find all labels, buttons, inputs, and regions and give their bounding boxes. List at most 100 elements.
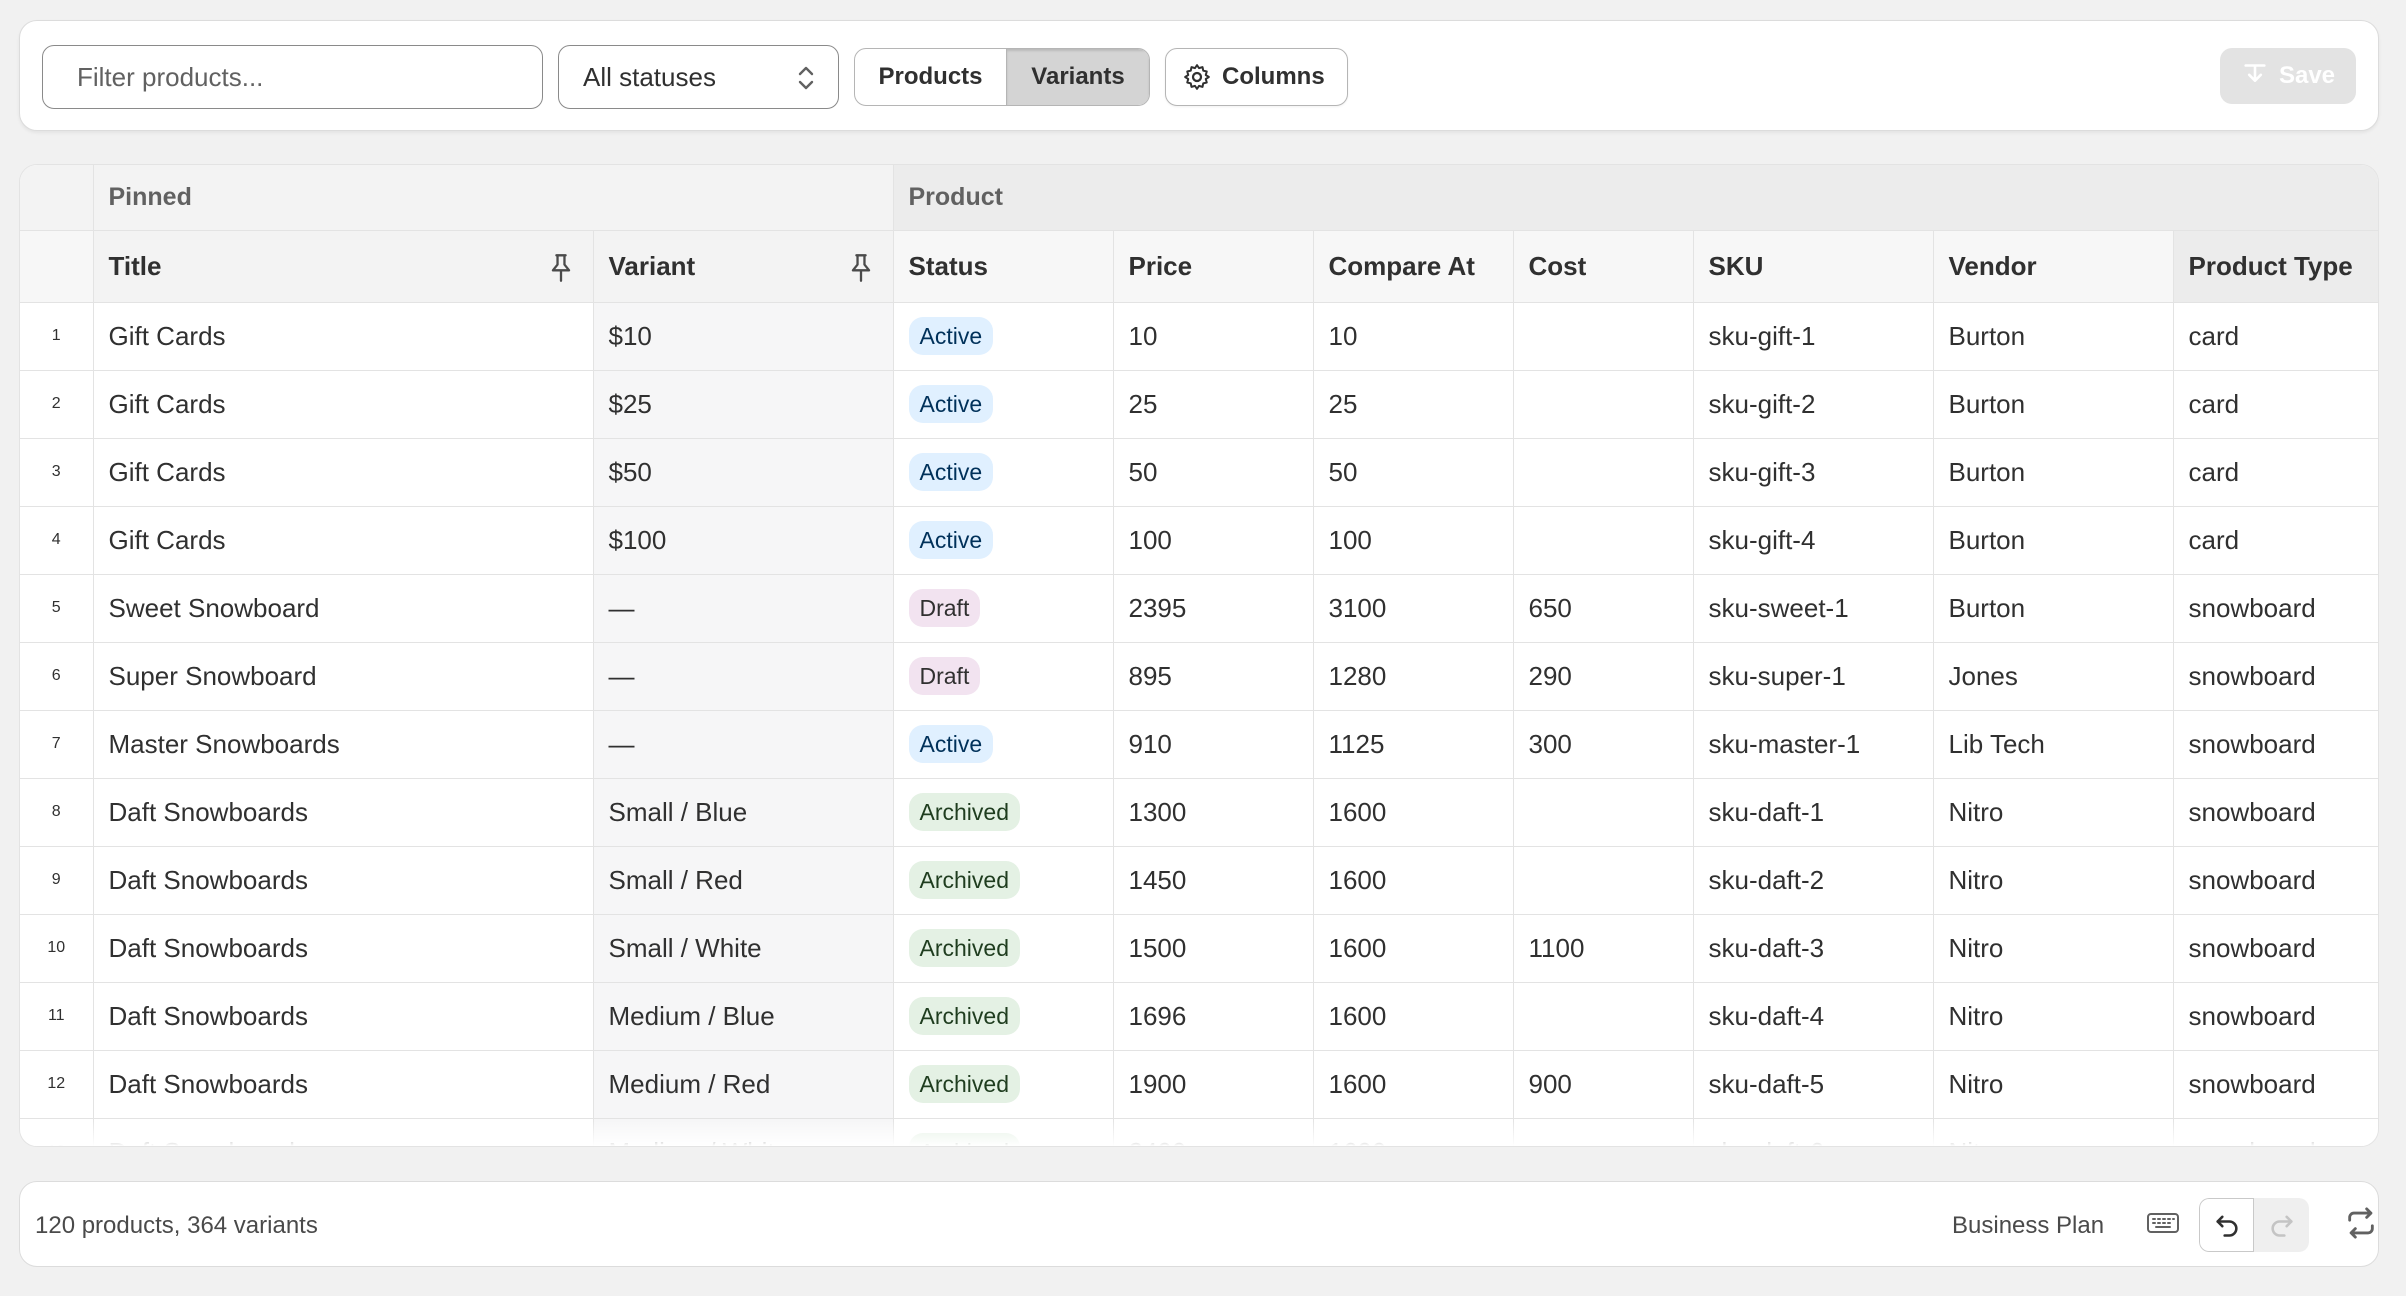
cell-compare-at[interactable]: 10	[1313, 302, 1514, 371]
columns-button[interactable]: Columns	[1165, 48, 1348, 106]
cell-product-type[interactable]: card	[2173, 302, 2378, 371]
cell-vendor[interactable]: Nitro	[1933, 982, 2174, 1051]
tab-products[interactable]: Products	[855, 49, 1007, 105]
cell-compare-at[interactable]: 1600	[1313, 778, 1514, 847]
cell-status[interactable]: Active	[893, 370, 1114, 439]
cell-price[interactable]: 910	[1113, 710, 1314, 779]
cell-compare-at[interactable]: 1600	[1313, 914, 1514, 983]
cell-title[interactable]: Gift Cards	[93, 302, 594, 371]
cell-price[interactable]: 1500	[1113, 914, 1314, 983]
header-compare-at[interactable]: Compare At	[1313, 230, 1514, 303]
cell-status[interactable]: Archived	[893, 914, 1114, 983]
cell-title[interactable]: Gift Cards	[93, 438, 594, 507]
table-row[interactable]: 8 Daft Snowboards Small / Blue Archived 1300…	[20, 778, 2378, 847]
cell-product-type[interactable]: snowboard	[2173, 574, 2378, 643]
cell-price[interactable]: 50	[1113, 438, 1314, 507]
cell-status[interactable]: Archived	[893, 778, 1114, 847]
filter-products-input[interactable]	[42, 45, 543, 109]
cell-compare-at[interactable]: 100	[1313, 506, 1514, 575]
cell-sku[interactable]: sku-daft-5	[1693, 1050, 1934, 1119]
cell-cost[interactable]: 300	[1513, 710, 1694, 779]
cell-title[interactable]: Daft Snowboards	[93, 982, 594, 1051]
header-cost[interactable]: Cost	[1513, 230, 1694, 303]
cell-title[interactable]: Daft Snowboards	[93, 1050, 594, 1119]
cell-title[interactable]: Master Snowboards	[93, 710, 594, 779]
cell-product-type[interactable]: snowboard	[2173, 846, 2378, 915]
cell-compare-at[interactable]: 1600	[1313, 1050, 1514, 1119]
cell-cost[interactable]	[1513, 846, 1694, 915]
cell-cost[interactable]	[1513, 302, 1694, 371]
cell-status[interactable]: Archived	[893, 846, 1114, 915]
cell-price[interactable]: 1696	[1113, 982, 1314, 1051]
table-row[interactable]: 10 Daft Snowboards Small / White Archived 15…	[20, 914, 2378, 983]
cell-sku[interactable]: sku-sweet-1	[1693, 574, 1934, 643]
sync-icon[interactable]	[2344, 1206, 2378, 1240]
cell-variant[interactable]: —	[593, 642, 894, 711]
cell-vendor[interactable]: Nitro	[1933, 846, 2174, 915]
cell-vendor[interactable]: Burton	[1933, 438, 2174, 507]
cell-title[interactable]: Daft Snowboards	[93, 778, 594, 847]
cell-cost[interactable]	[1513, 370, 1694, 439]
cell-vendor[interactable]: Burton	[1933, 302, 2174, 371]
cell-status[interactable]: Draft	[893, 642, 1114, 711]
cell-product-type[interactable]: card	[2173, 370, 2378, 439]
table-row[interactable]: 4 Gift Cards $100 Active 100 100 sku-gift-4 Bur…	[20, 506, 2378, 575]
cell-variant[interactable]: Medium / Blue	[593, 982, 894, 1051]
cell-status[interactable]: Archived	[893, 1050, 1114, 1119]
table-row[interactable]: 12 Daft Snowboards Medium / Red Archived 190…	[20, 1050, 2378, 1119]
cell-vendor[interactable]: Jones	[1933, 642, 2174, 711]
cell-product-type[interactable]: snowboard	[2173, 710, 2378, 779]
cell-sku[interactable]: sku-gift-1	[1693, 302, 1934, 371]
header-title[interactable]: Title	[93, 230, 594, 303]
cell-product-type[interactable]: snowboard	[2173, 914, 2378, 983]
cell-status[interactable]: Active	[893, 438, 1114, 507]
table-row[interactable]: 2 Gift Cards $25 Active 25 25 sku-gift-2 Burton…	[20, 370, 2378, 439]
cell-variant[interactable]: $10	[593, 302, 894, 371]
cell-cost[interactable]: 290	[1513, 642, 1694, 711]
cell-vendor[interactable]: Nitro	[1933, 1050, 2174, 1119]
cell-price[interactable]: 100	[1113, 506, 1314, 575]
cell-price[interactable]: 1900	[1113, 1050, 1314, 1119]
cell-cost[interactable]	[1513, 438, 1694, 507]
cell-price[interactable]: 10	[1113, 302, 1314, 371]
cell-variant[interactable]: —	[593, 710, 894, 779]
cell-title[interactable]: Gift Cards	[93, 506, 594, 575]
cell-sku[interactable]: sku-daft-4	[1693, 982, 1934, 1051]
cell-variant[interactable]: Small / Blue	[593, 778, 894, 847]
cell-title[interactable]: Super Snowboard	[93, 642, 594, 711]
cell-price[interactable]: 25	[1113, 370, 1314, 439]
cell-status[interactable]: Active	[893, 506, 1114, 575]
table-row[interactable]: 3 Gift Cards $50 Active 50 50 sku-gift-3 Burton…	[20, 438, 2378, 507]
tab-variants[interactable]: Variants	[1007, 49, 1149, 105]
cell-vendor[interactable]: Lib Tech	[1933, 710, 2174, 779]
keyboard-icon[interactable]	[2146, 1208, 2180, 1238]
cell-compare-at[interactable]: 25	[1313, 370, 1514, 439]
cell-compare-at[interactable]: 1600	[1313, 846, 1514, 915]
cell-variant[interactable]: Small / White	[593, 914, 894, 983]
table-row[interactable]: 5 Sweet Snowboard — Draft 2395 3100 650 sku-swe…	[20, 574, 2378, 643]
cell-variant[interactable]: $25	[593, 370, 894, 439]
save-button[interactable]: Save	[2220, 48, 2356, 104]
undo-button[interactable]	[2199, 1198, 2254, 1252]
cell-cost[interactable]	[1513, 778, 1694, 847]
cell-vendor[interactable]: Burton	[1933, 574, 2174, 643]
cell-price[interactable]: 1300	[1113, 778, 1314, 847]
pin-icon[interactable]	[547, 253, 575, 283]
redo-button[interactable]	[2254, 1198, 2309, 1252]
cell-status[interactable]: Active	[893, 710, 1114, 779]
cell-sku[interactable]: sku-master-1	[1693, 710, 1934, 779]
cell-sku[interactable]: sku-super-1	[1693, 642, 1934, 711]
pin-icon[interactable]	[847, 253, 875, 283]
cell-product-type[interactable]: card	[2173, 438, 2378, 507]
table-row[interactable]: 1 Gift Cards $10 Active 10 10 sku-gift-1 Burton…	[20, 302, 2378, 371]
header-vendor[interactable]: Vendor	[1933, 230, 2174, 303]
cell-compare-at[interactable]: 1125	[1313, 710, 1514, 779]
cell-product-type[interactable]: snowboard	[2173, 778, 2378, 847]
status-select[interactable]: All statuses	[558, 45, 839, 109]
cell-title[interactable]: Daft Snowboards	[93, 914, 594, 983]
header-sku[interactable]: SKU	[1693, 230, 1934, 303]
header-status[interactable]: Status	[893, 230, 1114, 303]
cell-title[interactable]: Daft Snowboards	[93, 846, 594, 915]
cell-product-type[interactable]: snowboard	[2173, 642, 2378, 711]
cell-variant[interactable]: $100	[593, 506, 894, 575]
